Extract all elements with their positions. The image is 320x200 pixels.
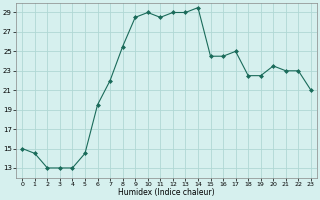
X-axis label: Humidex (Indice chaleur): Humidex (Indice chaleur) (118, 188, 215, 197)
